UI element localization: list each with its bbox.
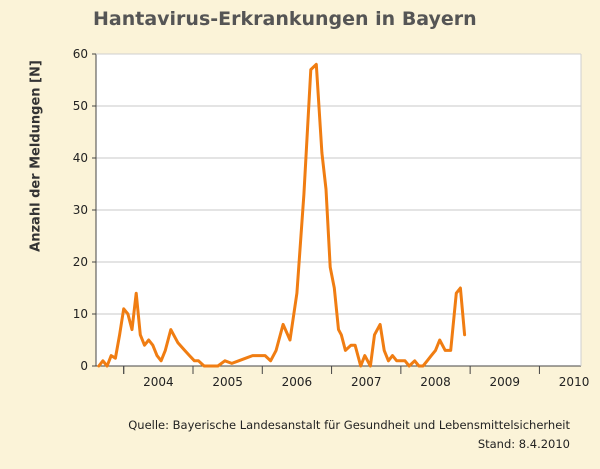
chart-title: Hantavirus-Erkrankungen in Bayern (93, 8, 477, 30)
y-tick-label: 30 (73, 203, 88, 217)
x-tick-label: 2009 (490, 375, 521, 389)
y-tick-label: 0 (80, 359, 88, 373)
x-tick-label: 2004 (143, 375, 174, 389)
y-tick-label: 60 (73, 47, 88, 61)
y-tick-label: 10 (73, 307, 88, 321)
x-tick-label: 2008 (420, 375, 451, 389)
x-tick-label: 2010 (559, 375, 590, 389)
series-line (97, 62, 467, 368)
y-tick-label: 20 (73, 255, 88, 269)
source-note: Quelle: Bayerische Landesanstalt für Ges… (128, 418, 570, 432)
x-tick-label: 2007 (351, 375, 382, 389)
x-tick-label: 2005 (212, 375, 243, 389)
date-note: Stand: 8.4.2010 (477, 437, 570, 451)
x-tick-label: 2006 (282, 375, 313, 389)
y-tick-label: 40 (73, 151, 88, 165)
y-tick-label: 50 (73, 99, 88, 113)
